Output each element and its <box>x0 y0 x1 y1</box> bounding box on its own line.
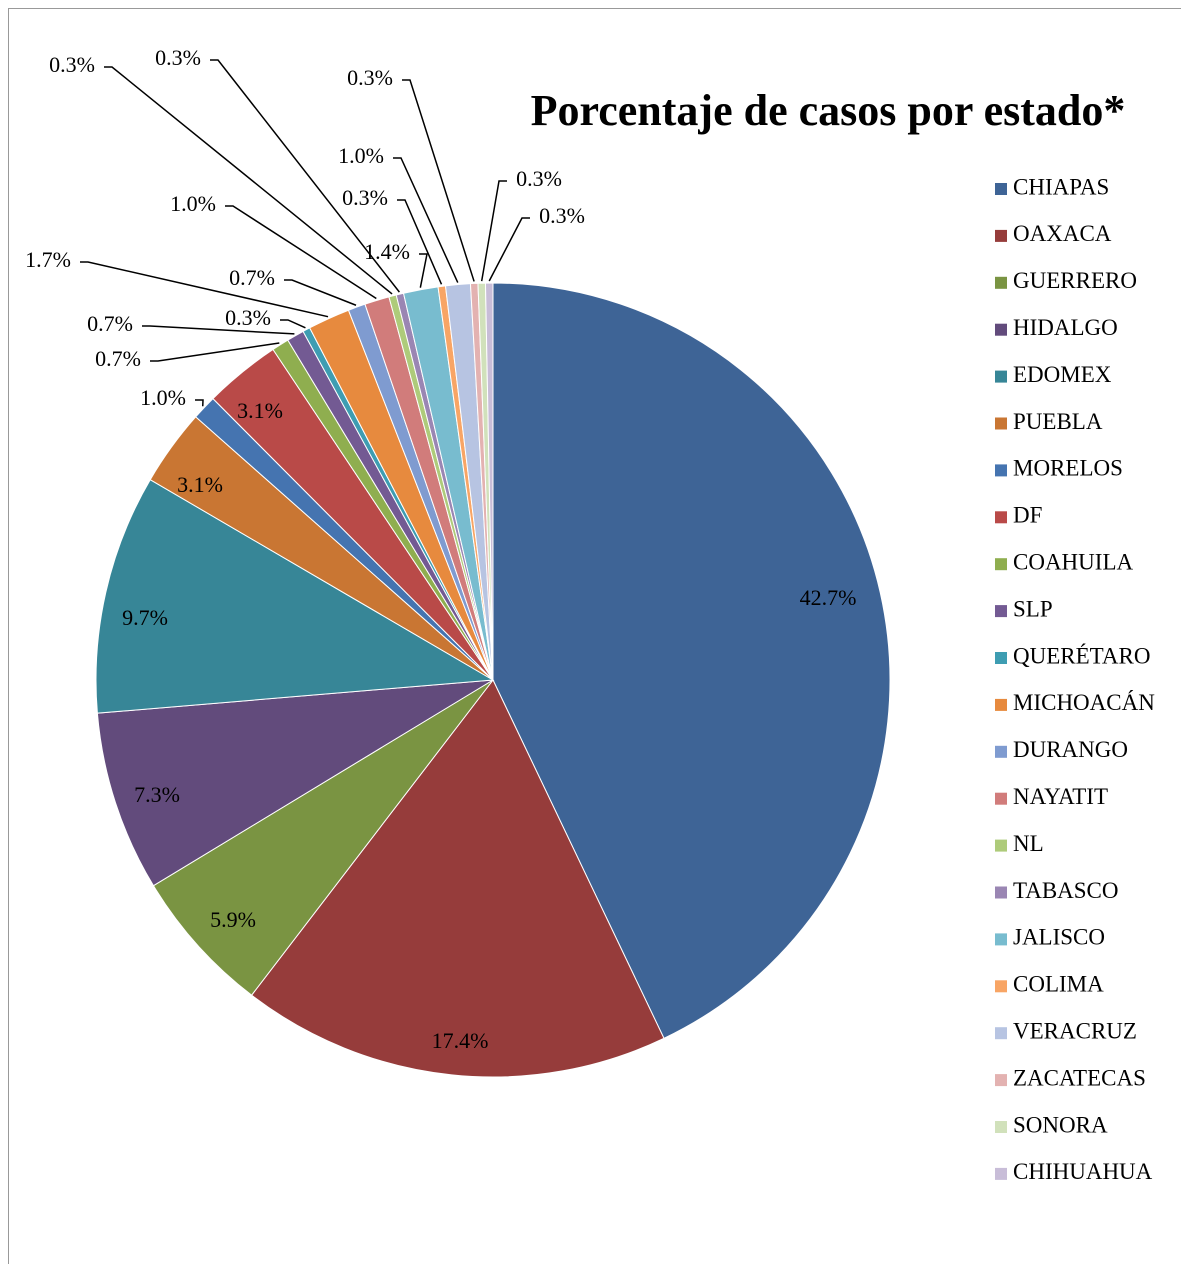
legend-swatch <box>995 1074 1007 1087</box>
data-label: 3.1% <box>237 398 283 423</box>
legend-swatch <box>995 886 1007 899</box>
legend-label: DURANGO <box>1013 737 1128 762</box>
leader-line <box>488 217 530 282</box>
data-label: 5.9% <box>210 907 256 932</box>
legend-swatch <box>995 745 1007 758</box>
leader-line <box>150 342 280 362</box>
legend-swatch <box>995 652 1007 664</box>
legend-label: COAHUILA <box>1013 549 1133 574</box>
legend-swatch <box>995 558 1007 571</box>
data-label: 9.7% <box>122 605 168 630</box>
pie-slice <box>152 679 494 996</box>
data-label: 1.7% <box>25 247 71 272</box>
legend-label: EDOMEX <box>1013 362 1112 387</box>
pie-slice <box>95 479 495 714</box>
data-label: 0.3% <box>539 203 585 228</box>
pie-slice <box>96 679 494 887</box>
data-label: 0.3% <box>155 45 201 70</box>
legend-label: MICHOACÁN <box>1013 690 1155 715</box>
leader-line <box>225 205 377 300</box>
legend-swatch <box>995 839 1007 852</box>
data-label: 1.0% <box>170 191 216 216</box>
leader-line <box>397 199 443 285</box>
legend-label: GUERRERO <box>1013 268 1137 293</box>
legend-swatch <box>995 980 1007 993</box>
leader-line <box>210 59 400 293</box>
legend-swatch <box>995 511 1007 524</box>
legend-label: NAYATIT <box>1013 784 1108 809</box>
legend-label: COLIMA <box>1013 972 1104 997</box>
data-label: 42.7% <box>800 585 857 610</box>
data-label: 1.0% <box>140 385 186 410</box>
legend-swatch <box>995 1167 1007 1180</box>
legend-swatch <box>995 183 1007 195</box>
pie-slice <box>250 679 665 1078</box>
legend-swatch <box>995 792 1007 805</box>
chart-title: Porcentaje de casos por estado* <box>531 86 1126 135</box>
pie-slice <box>484 282 494 681</box>
leader-line <box>393 157 459 283</box>
leader-line <box>142 325 295 335</box>
legend-label: QUERÉTARO <box>1013 643 1150 668</box>
legend-swatch <box>995 698 1007 711</box>
data-label: 0.3% <box>516 166 562 191</box>
legend-swatch <box>995 605 1007 618</box>
legend-swatch <box>995 370 1007 383</box>
legend-swatch <box>995 417 1007 430</box>
legend-label: DF <box>1013 503 1042 528</box>
data-label: 0.3% <box>342 185 388 210</box>
legend-label: VERACRUZ <box>1013 1018 1137 1043</box>
data-label: 0.7% <box>229 265 275 290</box>
legend-label: SONORA <box>1013 1112 1108 1137</box>
legend-swatch <box>995 1027 1007 1040</box>
legend-label: ZACATECAS <box>1013 1065 1146 1090</box>
legend-swatch <box>995 276 1007 289</box>
leader-line <box>280 319 306 329</box>
legend-swatch <box>995 229 1007 242</box>
leader-line <box>419 253 428 288</box>
legend-label: HIDALGO <box>1013 315 1118 340</box>
legend-label: SLP <box>1013 596 1053 621</box>
legend-swatch <box>995 323 1007 336</box>
data-label: 17.4% <box>432 1028 489 1053</box>
leader-line <box>284 279 357 306</box>
data-label: 0.7% <box>95 346 141 371</box>
data-label: 3.1% <box>177 472 223 497</box>
legend-label: JALISCO <box>1013 925 1105 950</box>
data-label: 0.3% <box>49 52 95 77</box>
legend-label: MORELOS <box>1013 456 1123 481</box>
legend-label: CHIAPAS <box>1013 174 1109 199</box>
leader-line <box>195 399 204 407</box>
legend-label: TABASCO <box>1013 878 1119 903</box>
data-label: 7.3% <box>134 782 180 807</box>
data-label: 0.3% <box>347 65 393 90</box>
data-label: 0.3% <box>225 305 271 330</box>
data-label: 1.0% <box>338 143 384 168</box>
legend-swatch <box>995 1121 1007 1133</box>
legend-label: PUEBLA <box>1013 409 1103 434</box>
legend-swatch <box>995 464 1007 477</box>
data-label: 0.7% <box>87 311 133 336</box>
legend-label: CHIHUAHUA <box>1013 1159 1153 1184</box>
legend-swatch <box>995 933 1007 946</box>
leader-line <box>480 180 507 282</box>
legend-label: NL <box>1013 831 1044 856</box>
pie-slice <box>492 282 891 1039</box>
data-label: 1.4% <box>364 239 410 264</box>
leader-line <box>104 66 393 295</box>
leader-line <box>80 261 329 318</box>
legend-label: OAXACA <box>1013 221 1112 246</box>
leader-line <box>402 79 475 282</box>
